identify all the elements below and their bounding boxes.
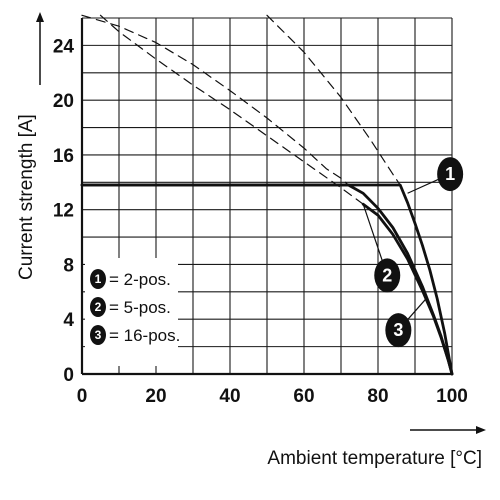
y-tick-label: 0 <box>63 365 74 386</box>
axes <box>80 18 452 376</box>
y-tick-label: 24 <box>53 36 75 57</box>
callout-label-3: 3 <box>393 320 403 340</box>
y-tick-label: 8 <box>63 255 74 276</box>
callouts: 1 2 3 <box>362 157 464 348</box>
x-tick-label: 80 <box>367 386 388 407</box>
callout-badge-1 <box>437 157 464 192</box>
y-tick-label: 12 <box>53 201 74 222</box>
x-tick-label: 20 <box>145 386 166 407</box>
x-tick-label: 60 <box>293 386 314 407</box>
series-group <box>80 14 454 376</box>
legend-badge-2 <box>90 297 106 317</box>
series-line-2-extension <box>81 14 349 186</box>
legend-entry-label: = 16-pos. <box>109 326 180 345</box>
y-tick-label: 20 <box>53 91 74 112</box>
series-line-3-extension <box>99 14 364 205</box>
x-tick-label: 100 <box>436 386 468 407</box>
x-axis-arrowhead <box>476 426 486 434</box>
callout-label-1: 1 <box>445 164 455 184</box>
series-line-3 <box>361 202 454 376</box>
x-tick-label: 0 <box>77 386 88 407</box>
x-axis-label: Ambient temperature [°C] <box>267 448 482 469</box>
series-line-1-extension <box>266 14 401 186</box>
legend-badge-number: 3 <box>95 328 102 342</box>
callout-badge-2 <box>374 258 401 293</box>
legend-entry-label: = 5-pos. <box>109 298 171 317</box>
legend-badge-1 <box>90 269 106 289</box>
legend: 1 = 2-pos. 2 = 5-pos. 3 = 16-pos. <box>85 258 180 366</box>
legend-badge-number: 1 <box>95 272 102 286</box>
legend-entry-label: = 2-pos. <box>109 270 171 289</box>
y-tick-label: 4 <box>63 310 74 331</box>
y-axis-label: Current strength [A] <box>16 114 37 280</box>
callout-label-2: 2 <box>382 265 392 285</box>
legend-badge-number: 2 <box>95 300 102 314</box>
x-tick-label: 40 <box>219 386 240 407</box>
y-tick-label: 16 <box>53 146 74 167</box>
legend-badge-3 <box>90 325 106 345</box>
series-line-1 <box>80 183 454 376</box>
callout-badge-3 <box>385 313 412 348</box>
y-axis-arrowhead <box>36 12 44 22</box>
